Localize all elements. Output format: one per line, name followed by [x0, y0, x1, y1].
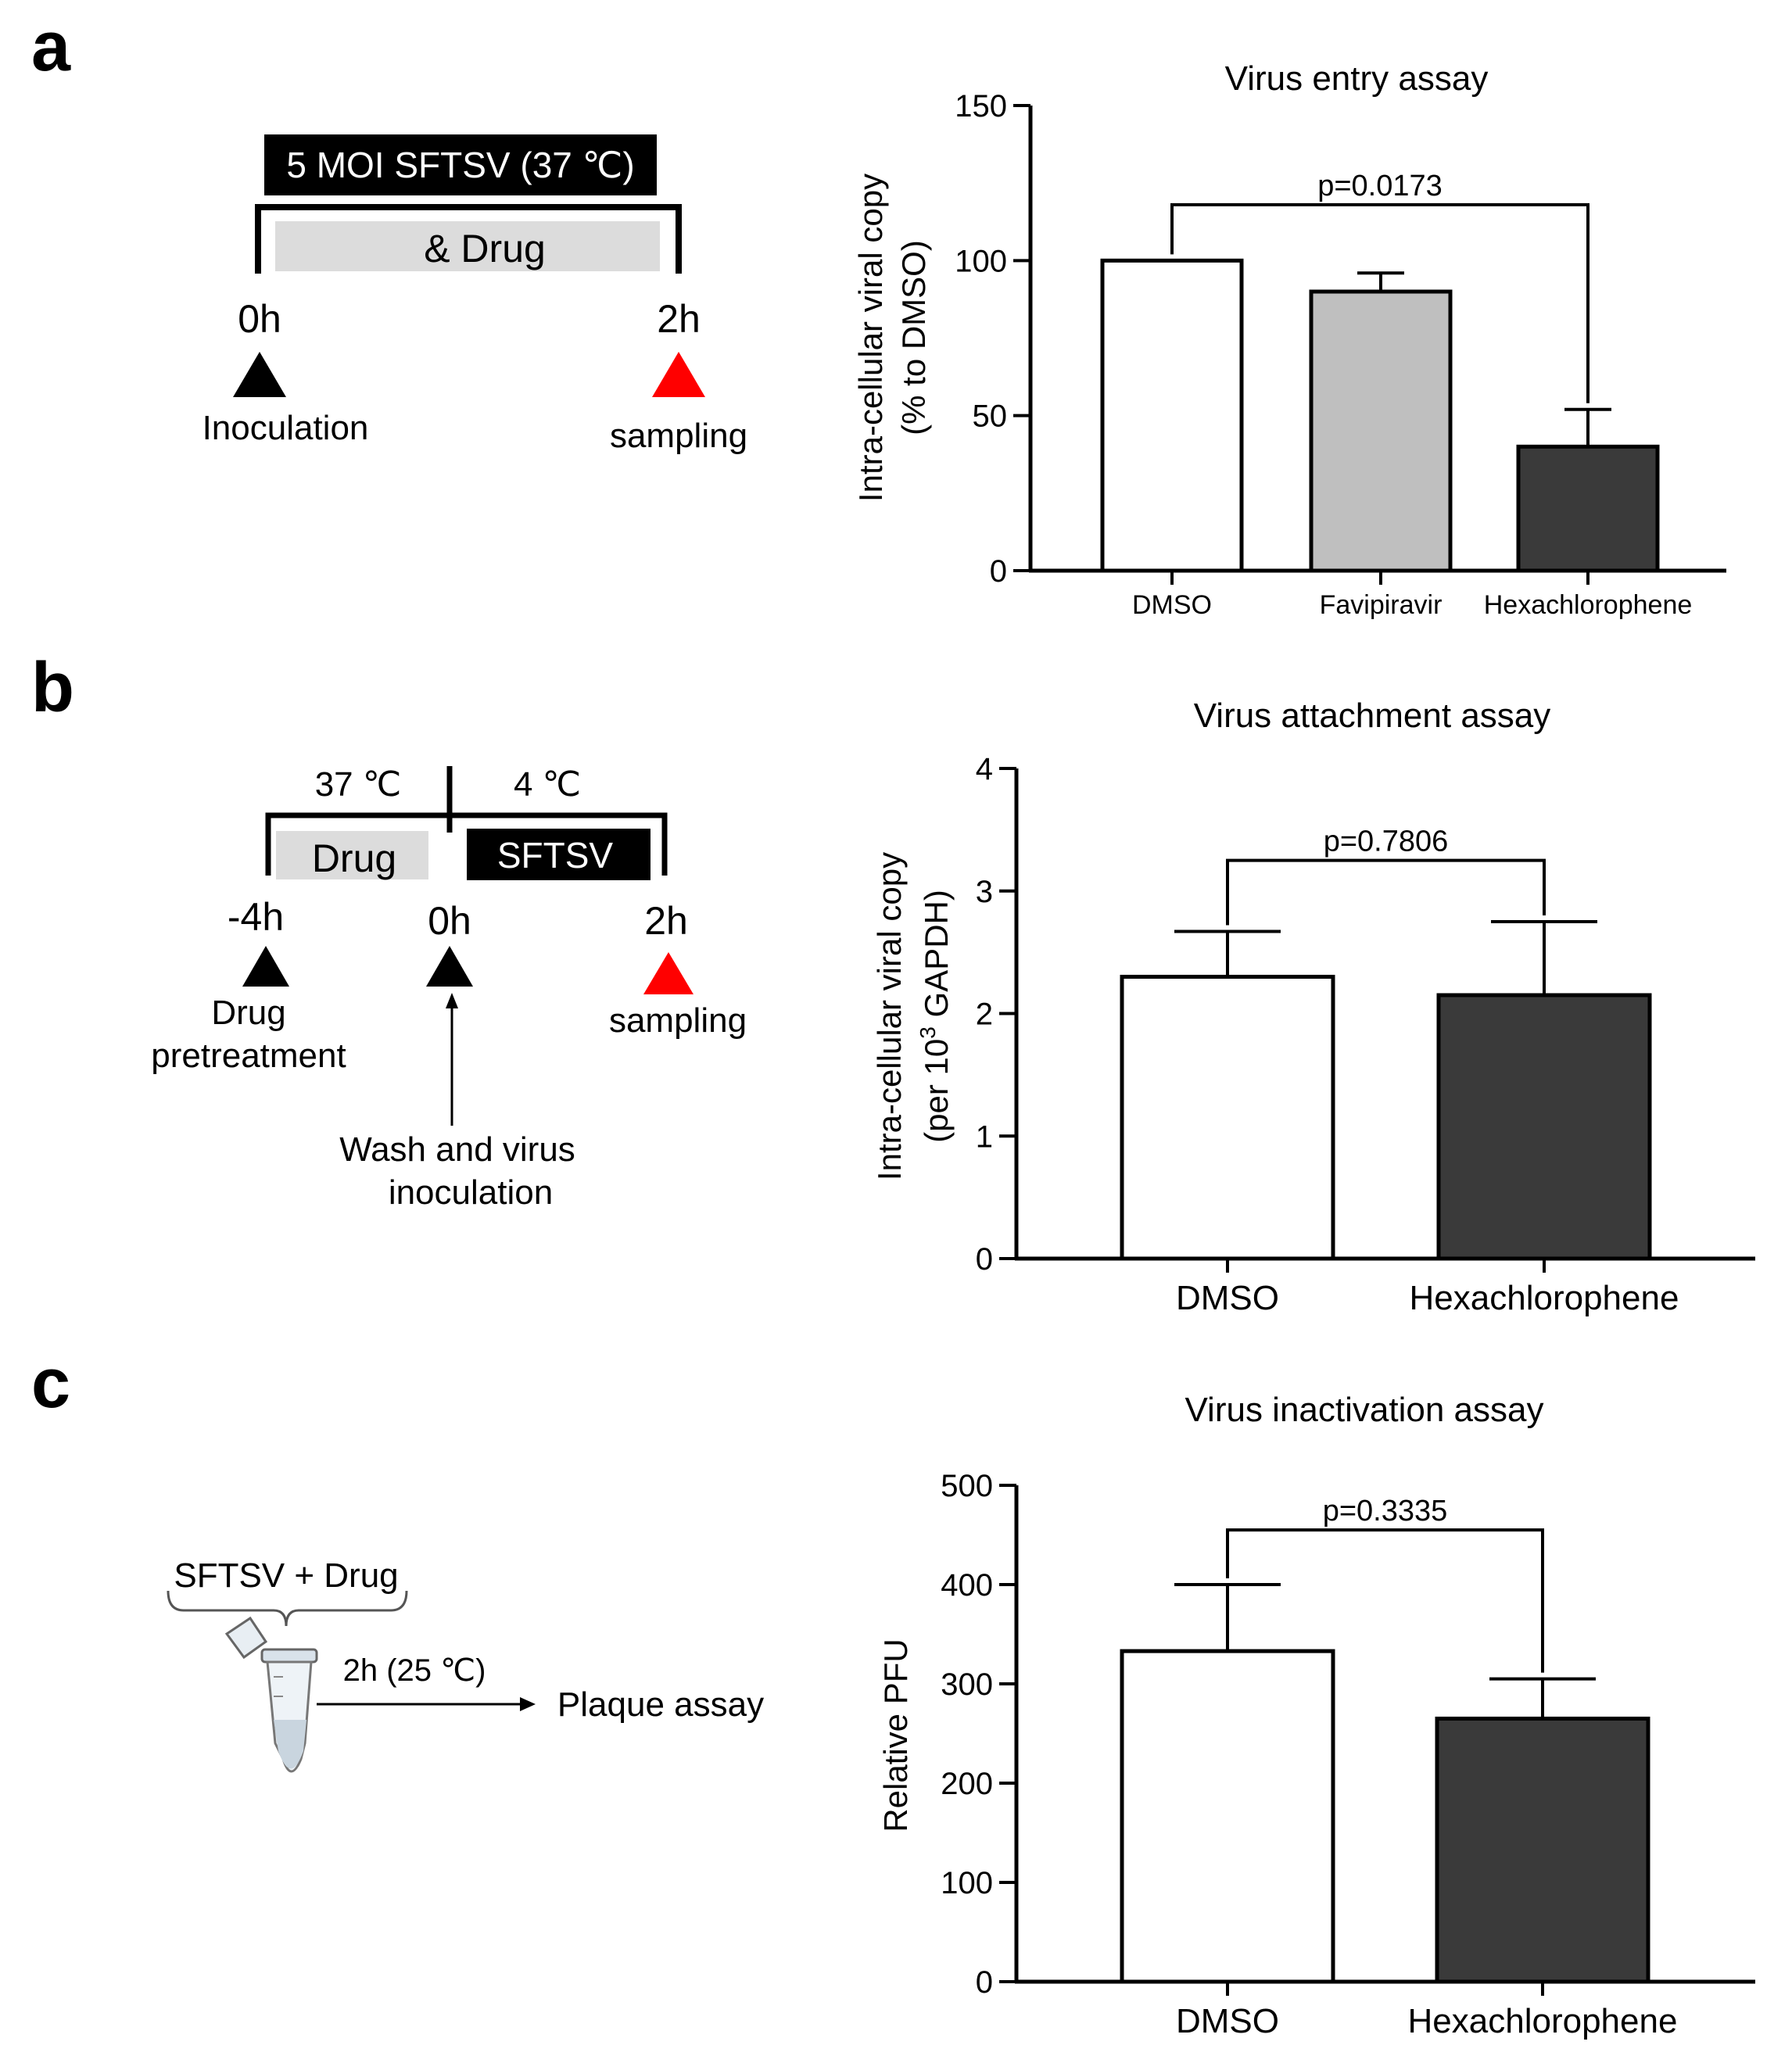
bracket-b	[265, 812, 668, 876]
time-minus4h: -4h	[228, 895, 284, 939]
triangle-inoculation-icon	[233, 352, 286, 397]
y-tick-label: 50	[973, 399, 1008, 434]
drug-box-a-label: & Drug	[424, 227, 546, 270]
drug-box-a	[275, 221, 660, 271]
bar-dmso	[1120, 974, 1335, 1261]
drug-box-b-label: Drug	[312, 836, 396, 880]
y-axis-label-2: (per 103 GAPDH)	[916, 890, 955, 1143]
sftsv-box-label: SFTSV	[497, 835, 614, 876]
time-2h-b: 2h	[644, 899, 688, 943]
y-axis-label-2-sup: 3	[916, 1026, 940, 1039]
arrow-up-icon	[446, 993, 458, 1008]
y-tick-label: 100	[955, 244, 1007, 278]
y-tick-label: 200	[941, 1767, 993, 1801]
time-2h-a: 2h	[657, 297, 701, 341]
schematic-b: 37 ℃ 4 ℃ Drug SFTSV -4h 0h 2h Drug pretr…	[151, 765, 747, 1212]
label-sampling-a: sampling	[610, 417, 747, 455]
x-tick-label: DMSO	[1176, 2002, 1279, 2040]
y-axis-label-2: (% to DMSO)	[895, 240, 932, 435]
triangle-inoculation-b-icon	[426, 946, 473, 987]
y-axis-label-2-pre: (per 10	[918, 1039, 955, 1143]
label-sftsv-drug: SFTSV + Drug	[174, 1556, 398, 1595]
x-tick-label: Hexachlorophene	[1408, 2002, 1678, 2040]
y-tick-label: 1	[976, 1119, 993, 1154]
y-axis-label: Intra-cellular viral copy	[871, 852, 908, 1180]
moi-box	[264, 134, 657, 195]
y-tick-label: 2	[976, 997, 993, 1032]
time-0h-b: 0h	[428, 899, 471, 943]
time-0h-a: 0h	[238, 297, 281, 341]
y-tick-label: 100	[941, 1866, 993, 1900]
significance-bracket	[1226, 1528, 1544, 1673]
label-wash-2: inoculation	[389, 1173, 553, 1212]
arrow-right-icon	[520, 1697, 536, 1711]
label-sampling-b: sampling	[609, 1001, 747, 1040]
y-axis-label: Intra-cellular viral copy	[852, 174, 889, 502]
bar-hexachlorophene	[1516, 444, 1660, 573]
y-axis-label: Relative PFU	[877, 1639, 914, 1832]
brace	[167, 1590, 408, 1627]
x-tick-label: Favipiravir	[1320, 590, 1443, 620]
bar-hexachlorophene	[1435, 1716, 1650, 1984]
label-inoculation: Inoculation	[202, 409, 369, 447]
chart-virus-inactivation: Virus inactivation assay 0 100 200 300 400 500…	[877, 1391, 1755, 2040]
y-tick-label: 0	[976, 1965, 993, 2000]
y-tick-label: 0	[990, 554, 1007, 589]
label-drug-pretreat-2: pretreatment	[151, 1037, 346, 1075]
bar-hexachlorophene	[1436, 993, 1652, 1261]
y-tick-label: 500	[941, 1469, 993, 1503]
significance-bracket	[1226, 858, 1546, 926]
y-tick-label: 400	[941, 1568, 993, 1603]
y-tick-label: 3	[976, 875, 993, 909]
y-tick-label: 300	[941, 1667, 993, 1702]
schematic-c: SFTSV + Drug 2h (25 ℃) Plaque assay	[167, 1556, 764, 1773]
bracket-a	[255, 204, 682, 274]
y-axis-label-2-post: GAPDH)	[918, 890, 955, 1026]
p-value-label: p=0.3335	[1323, 1495, 1448, 1528]
label-drug-pretreat-1: Drug	[211, 994, 285, 1032]
temp-37c: 37 ℃	[315, 765, 402, 804]
bar-favipiravir	[1309, 289, 1453, 573]
y-tick-label: 4	[976, 752, 993, 786]
p-value-label: p=0.0173	[1317, 170, 1443, 202]
chart-virus-attachment: Virus attachment assay 0 1 2 3 4 Intra-cellula…	[871, 697, 1755, 1317]
triangle-sampling-b-icon	[643, 952, 694, 994]
x-tick-label: DMSO	[1176, 1279, 1279, 1317]
triangle-pretreat-icon	[242, 946, 289, 987]
triangle-sampling-icon	[652, 352, 705, 397]
panel-letter-a: a	[31, 8, 71, 86]
chart-title: Virus entry assay	[1225, 59, 1489, 98]
x-tick-label: DMSO	[1132, 590, 1212, 620]
label-incubation: 2h (25 ℃)	[343, 1653, 486, 1688]
p-value-label: p=0.7806	[1324, 826, 1449, 858]
bar-dmso	[1100, 258, 1244, 573]
panel-letter-c: c	[31, 1345, 70, 1423]
x-tick-label: Hexachlorophene	[1410, 1279, 1679, 1317]
y-tick-label: 0	[976, 1242, 993, 1277]
schematic-a: 5 MOI SFTSV (37 ℃) & Drug 0h 2h Inoculat…	[202, 134, 747, 455]
significance-bracket	[1170, 202, 1590, 403]
moi-box-label: 5 MOI SFTSV (37 ℃)	[286, 145, 634, 185]
tube-icon	[224, 1616, 318, 1773]
x-tick-label: Hexachlorophene	[1484, 590, 1693, 620]
temp-4c: 4 ℃	[514, 765, 581, 804]
chart-title: Virus inactivation assay	[1185, 1391, 1544, 1429]
chart-virus-entry: Virus entry assay 0 50 100 150 Intra-cellular…	[852, 59, 1726, 620]
drug-box-b	[276, 831, 428, 879]
y-tick-label: 150	[955, 89, 1007, 124]
sftsv-box	[467, 829, 650, 880]
bar-dmso	[1120, 1649, 1335, 1984]
panel-letter-b: b	[31, 649, 74, 727]
chart-title: Virus attachment assay	[1194, 697, 1551, 735]
label-plaque-assay: Plaque assay	[557, 1685, 764, 1724]
label-wash-1: Wash and virus	[339, 1130, 575, 1169]
